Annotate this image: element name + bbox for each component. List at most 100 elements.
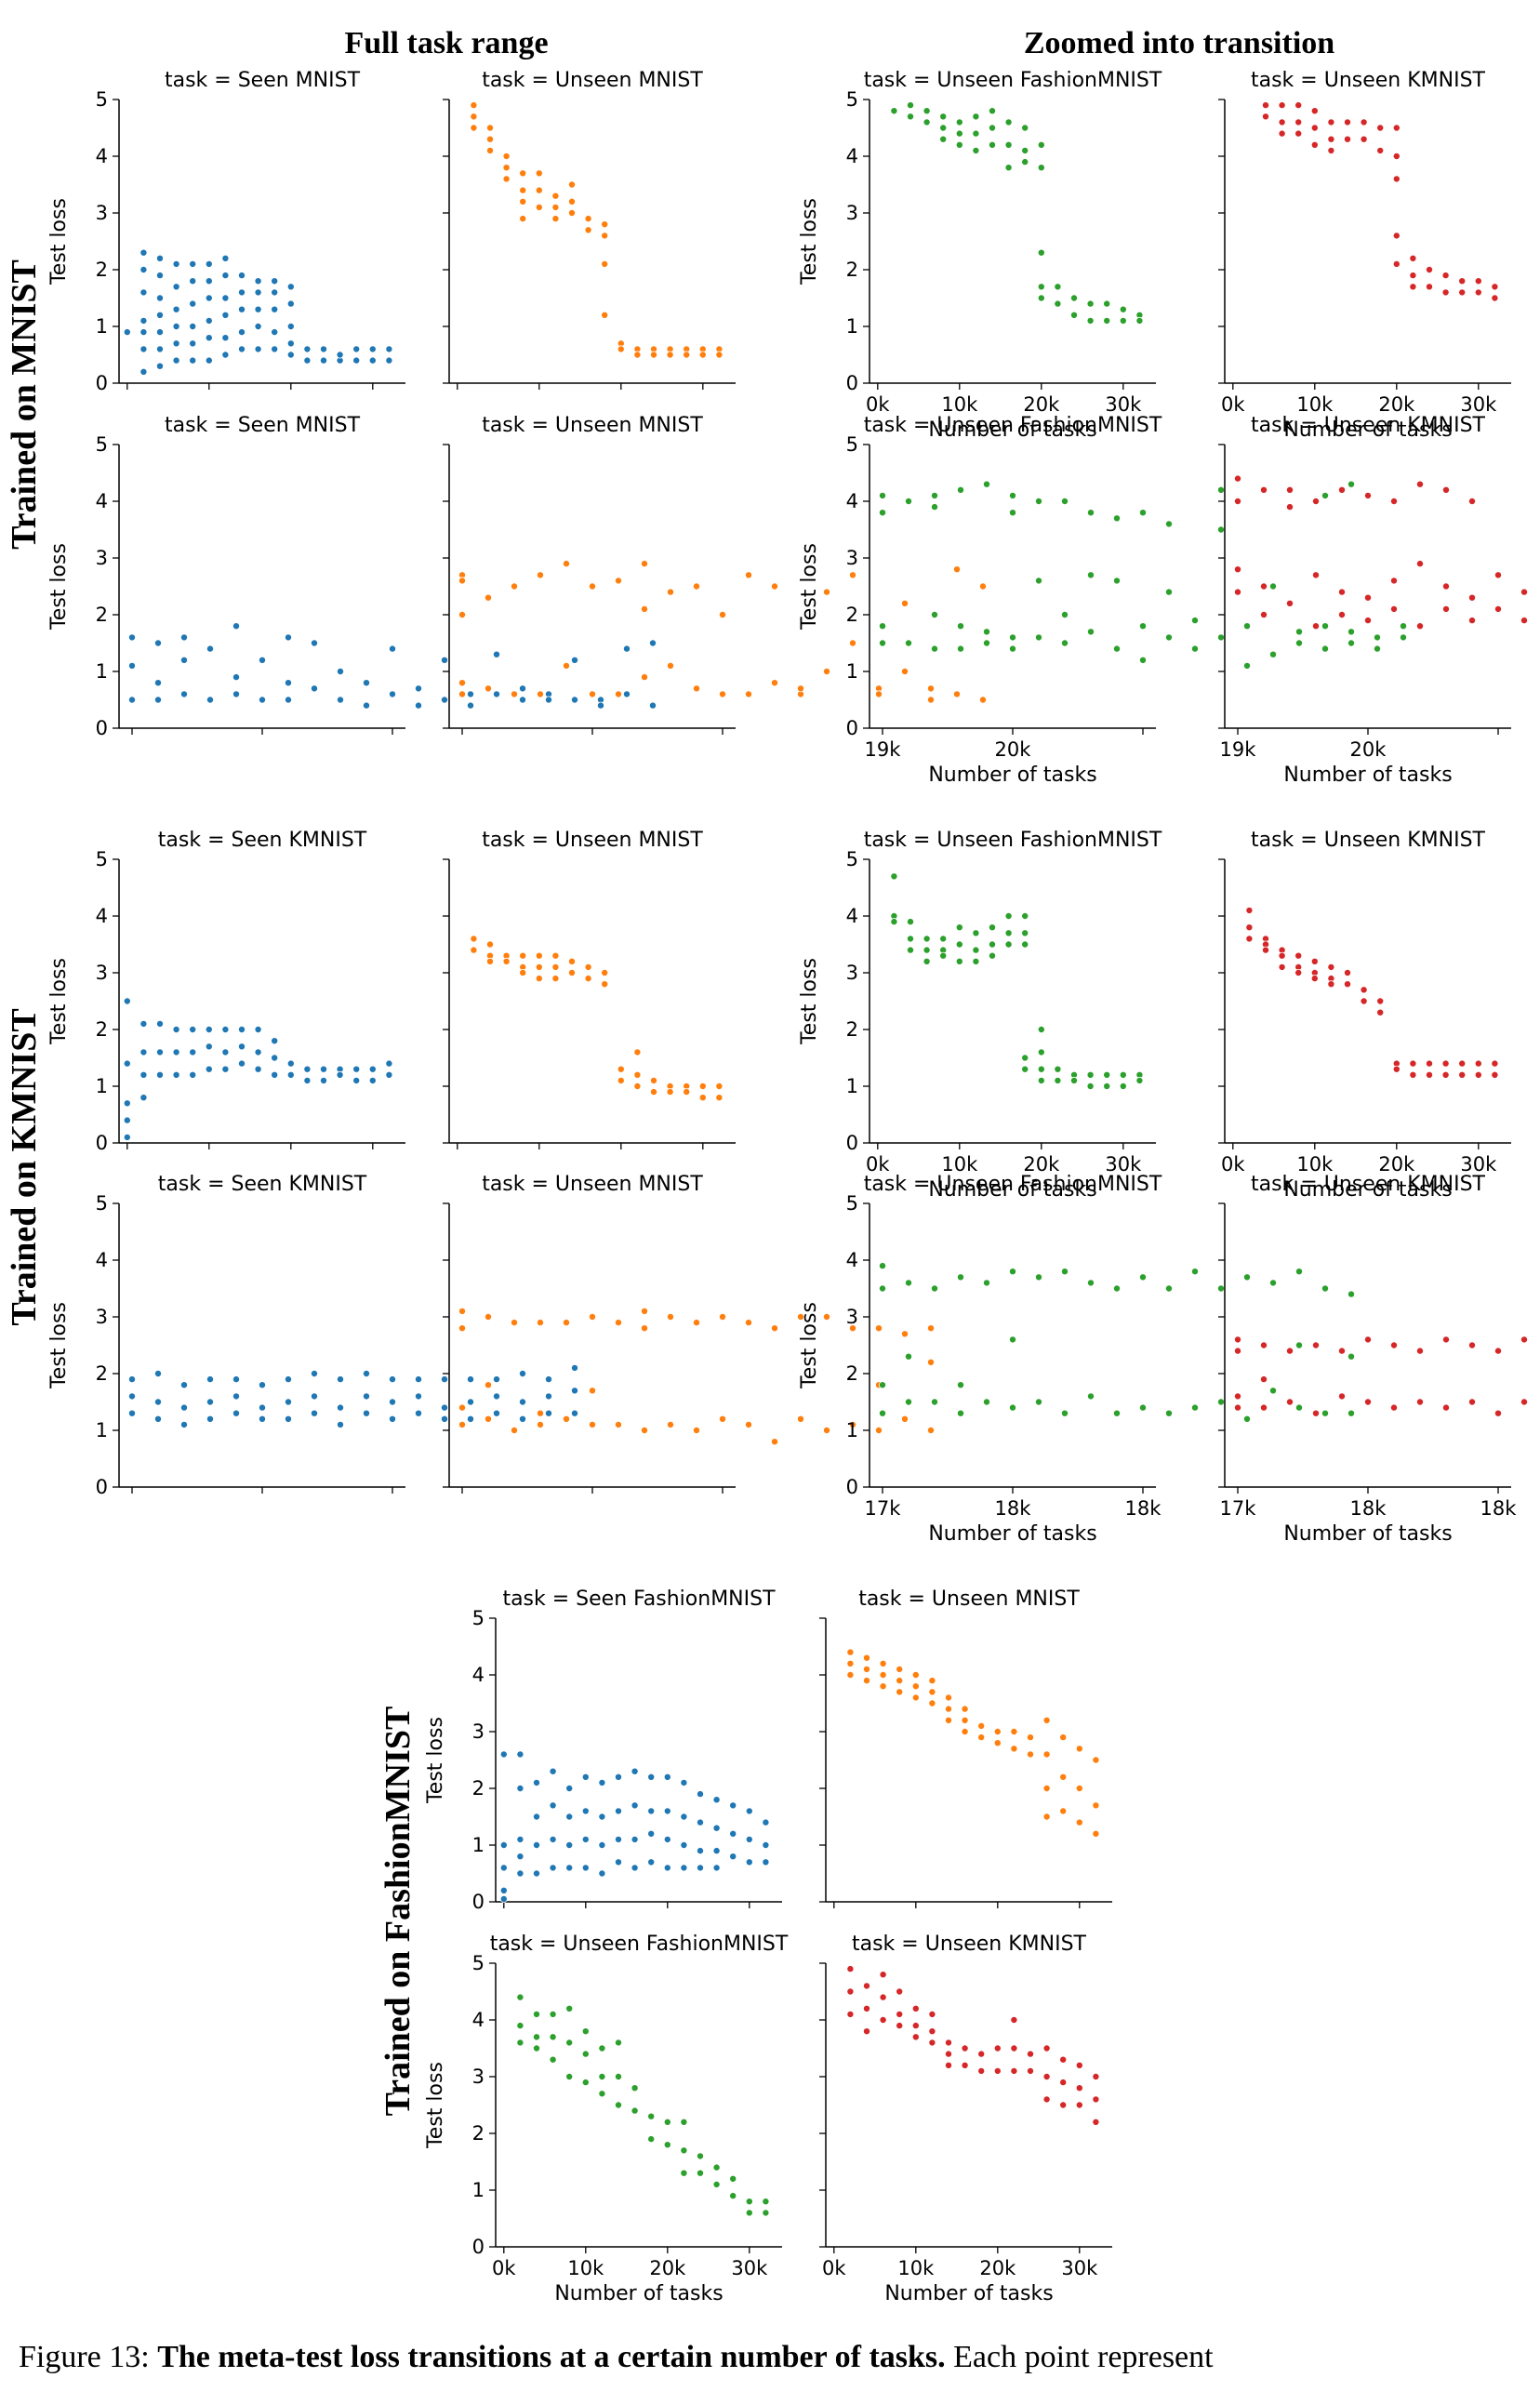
data-point	[189, 356, 197, 365]
panel-title: task = Unseen FashionMNIST	[864, 829, 1162, 852]
y-tick-label: 5	[846, 88, 858, 111]
data-point	[633, 1070, 642, 1079]
data-point	[1409, 1059, 1417, 1068]
data-point	[568, 208, 577, 217]
x-axis-label: Number of tasks	[928, 418, 1096, 442]
data-point	[254, 322, 262, 330]
y-axis-label: Test loss	[424, 2062, 447, 2149]
data-point	[549, 2055, 557, 2064]
data-point	[549, 1767, 557, 1775]
data-point	[1004, 164, 1013, 172]
data-point	[680, 2146, 688, 2155]
data-point	[1468, 1341, 1477, 1349]
data-point	[927, 1358, 936, 1366]
y-tick-label: 4	[96, 905, 108, 927]
y-tick-label: 4	[96, 1249, 108, 1271]
data-point	[945, 1694, 953, 1702]
data-point	[633, 351, 642, 359]
data-point	[537, 571, 545, 579]
data-point	[286, 339, 295, 348]
x-tick-label: 20k	[1023, 1153, 1060, 1176]
data-point	[797, 684, 805, 693]
data-point	[875, 1324, 883, 1333]
data-point	[989, 107, 997, 115]
data-point	[945, 2050, 953, 2058]
data-point	[1321, 1409, 1330, 1417]
data-point	[414, 1392, 422, 1401]
data-point	[928, 2010, 936, 2018]
data-point	[1286, 503, 1294, 511]
data-point	[1338, 1347, 1347, 1355]
data-point	[584, 215, 592, 223]
data-point	[568, 180, 577, 189]
data-point	[911, 2004, 920, 2012]
data-point	[846, 1659, 855, 1667]
data-point	[179, 1420, 188, 1428]
data-point	[979, 696, 988, 704]
data-point	[989, 140, 997, 149]
data-point	[458, 1324, 466, 1333]
data-point	[221, 294, 230, 302]
data-point	[533, 2044, 541, 2052]
data-point	[1321, 491, 1330, 499]
panel-fashion-full-unseen-kmnist: task = Unseen KMNIST 0k 10k 20k 30k Number of…	[819, 1933, 1112, 2305]
data-point	[123, 997, 131, 1005]
data-point	[485, 1415, 493, 1423]
panel-title: task = Unseen FashionMNIST	[864, 1173, 1162, 1196]
data-point	[993, 1739, 1002, 1747]
data-point	[352, 1076, 361, 1084]
data-point	[1392, 259, 1401, 268]
data-point	[303, 1076, 312, 1084]
data-point	[466, 1398, 474, 1406]
data-point	[537, 1409, 545, 1417]
data-point	[254, 1048, 262, 1056]
data-point	[683, 1088, 691, 1096]
data-point	[1278, 118, 1286, 126]
x-tick-label: 20k	[1023, 393, 1060, 416]
data-point	[189, 1070, 197, 1079]
data-point	[123, 1116, 131, 1124]
data-point	[499, 1750, 508, 1759]
data-point	[303, 345, 312, 353]
data-point	[1037, 248, 1045, 257]
data-point	[1113, 577, 1122, 585]
data-point	[597, 701, 605, 710]
data-point	[647, 2135, 656, 2144]
data-point	[1344, 118, 1352, 126]
data-point	[879, 509, 887, 517]
data-point	[1338, 485, 1347, 494]
data-point	[1441, 288, 1450, 297]
y-tick-label: 4	[846, 1249, 858, 1271]
data-point	[1010, 1745, 1018, 1753]
data-point	[666, 1088, 674, 1096]
data-point	[617, 345, 625, 353]
data-point	[663, 1864, 671, 1872]
data-point	[205, 277, 213, 286]
panel-kmnist-zoom-unseen-mnist: task = Unseen MNIST	[443, 1173, 936, 1494]
data-point	[221, 351, 230, 359]
data-point	[1491, 1070, 1499, 1079]
data-point	[945, 2061, 953, 2069]
data-point	[907, 918, 915, 926]
y-tick-label: 3	[96, 962, 108, 984]
data-point	[189, 1048, 197, 1056]
data-point	[155, 294, 164, 302]
data-point	[1103, 1070, 1111, 1079]
data-point	[589, 1420, 597, 1428]
data-point	[879, 1659, 887, 1667]
data-point	[939, 124, 948, 132]
data-point	[1139, 1273, 1148, 1282]
data-point	[879, 2015, 887, 2024]
data-point	[1103, 316, 1111, 325]
data-point	[123, 328, 131, 337]
data-point	[698, 1083, 707, 1091]
data-point	[896, 2022, 904, 2030]
data-point	[1376, 124, 1385, 132]
data-point	[957, 1273, 965, 1282]
data-point	[666, 351, 674, 359]
data-point	[1119, 316, 1127, 325]
data-point	[1295, 1403, 1304, 1412]
data-point	[663, 2118, 671, 2126]
data-point	[1348, 628, 1356, 636]
data-point	[641, 1427, 649, 1435]
